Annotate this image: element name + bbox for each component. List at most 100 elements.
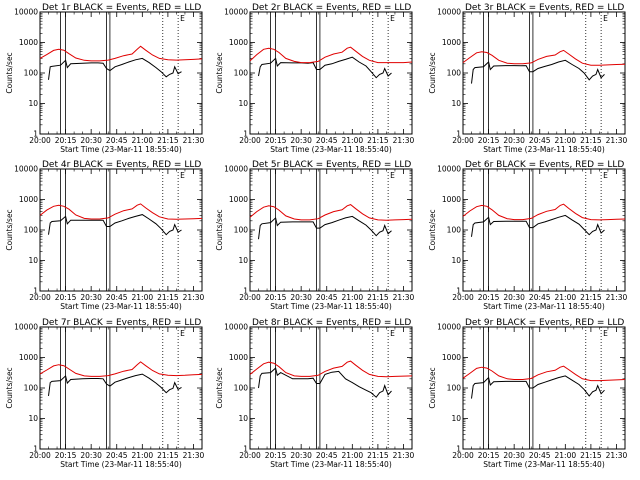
x-tick-label: 20:15 [265, 293, 287, 302]
panel-title: Det 5r BLACK = Events, RED = LLD [252, 160, 411, 170]
y-tick-label: 10000 [14, 323, 38, 332]
x-tick-label: 20:00 [239, 136, 261, 145]
y-tick-label: 10000 [14, 8, 38, 17]
plot-frame [249, 11, 413, 135]
x-tick-label: 20:15 [55, 293, 77, 302]
y-tick-label: 100 [447, 384, 462, 393]
x-axis-label: Start Time (23-Mar-11 18:55:40) [483, 460, 605, 469]
x-tick-label: 20:15 [478, 136, 500, 145]
x-tick-label: 20:15 [265, 136, 287, 145]
x-tick-label: 21:00 [555, 451, 577, 460]
x-tick-label: 20:15 [265, 451, 287, 460]
y-tick-label: 10 [238, 99, 248, 108]
y-tick-label: 10 [238, 414, 248, 423]
x-tick-label: 20:45 [106, 136, 128, 145]
series-lld-line [249, 204, 413, 221]
x-tick-label: 21:15 [367, 451, 389, 460]
x-axis-label: Start Time (23-Mar-11 18:55:40) [270, 302, 392, 311]
x-tick-label: 20:45 [106, 293, 128, 302]
series-events-line [258, 215, 392, 240]
y-tick-label: 1 [243, 445, 248, 454]
x-tick-label: 20:00 [239, 293, 261, 302]
x-axis-label: Start Time (23-Mar-11 18:55:40) [483, 302, 605, 311]
panel-title: Det 3r BLACK = Events, RED = LLD [465, 3, 624, 13]
y-axis-label: Counts/sec [5, 52, 14, 93]
x-tick-label: 21:30 [183, 293, 205, 302]
panel-title: Det 2r BLACK = Events, RED = LLD [252, 3, 411, 13]
x-tick-label: 20:30 [290, 293, 312, 302]
x-tick-label: 21:15 [157, 293, 179, 302]
y-axis-label: Counts/sec [215, 52, 224, 93]
x-tick-label: 21:30 [606, 293, 628, 302]
y-tick-label: 1 [243, 287, 248, 296]
y-tick-label: 100 [447, 69, 462, 78]
y-tick-label: 100 [234, 384, 249, 393]
y-tick-label: 1000 [442, 38, 461, 47]
x-axis-label: Start Time (23-Mar-11 18:55:40) [60, 460, 182, 469]
x-tick-label: 21:30 [393, 293, 415, 302]
x-tick-label: 21:00 [555, 293, 577, 302]
panel-det-2: Det 2r BLACK = Events, RED = LLD 1 10 100 10… [215, 3, 415, 154]
y-tick-label: 100 [234, 226, 249, 235]
panel-title: Det 4r BLACK = Events, RED = LLD [42, 160, 201, 170]
y-tick-label: 1000 [19, 38, 38, 47]
series-events-line [48, 373, 182, 396]
x-tick-label: 20:45 [529, 293, 551, 302]
x-tick-label: 20:30 [503, 136, 525, 145]
x-tick-label: 20:15 [55, 451, 77, 460]
y-axis-label: Counts/sec [215, 367, 224, 408]
plot-frame [39, 168, 203, 292]
x-tick-label: 21:00 [342, 451, 364, 460]
x-tick-label: 20:00 [29, 293, 51, 302]
x-tick-label: 20:00 [452, 293, 474, 302]
x-tick-label: 20:30 [290, 451, 312, 460]
x-tick-label: 20:30 [80, 293, 102, 302]
x-tick-label: 20:15 [55, 136, 77, 145]
y-tick-label: 1000 [442, 195, 461, 204]
x-axis-label: Start Time (23-Mar-11 18:55:40) [270, 460, 392, 469]
x-tick-label: 21:30 [183, 136, 205, 145]
panel-det-4: Det 4r BLACK = Events, RED = LLD 1 10 100 10… [5, 160, 205, 311]
x-tick-label: 20:30 [503, 293, 525, 302]
x-tick-label: 20:45 [316, 293, 338, 302]
x-tick-label: 21:00 [342, 293, 364, 302]
y-axis-label: Counts/sec [428, 209, 437, 250]
series-events-line [471, 59, 605, 84]
panel-det-8: Det 8r BLACK = Events, RED = LLD 1 10 100 10… [215, 318, 415, 469]
x-tick-label: 20:45 [316, 451, 338, 460]
series-lld-line [462, 365, 626, 382]
series-lld-line [462, 49, 626, 66]
y-tick-label: 1000 [19, 353, 38, 362]
panel-det-7: Det 7r BLACK = Events, RED = LLD 1 10 100 10… [5, 318, 205, 469]
series-events-line [258, 367, 392, 398]
x-tick-label: 21:00 [132, 293, 154, 302]
marker-label: E [603, 171, 608, 180]
x-tick-label: 21:15 [157, 136, 179, 145]
x-tick-label: 21:30 [393, 451, 415, 460]
y-tick-label: 1 [243, 130, 248, 139]
x-tick-label: 20:00 [452, 136, 474, 145]
y-tick-label: 100 [24, 384, 39, 393]
series-events-line [471, 375, 605, 399]
series-lld-line [39, 203, 203, 220]
series-lld-line [249, 360, 413, 378]
y-tick-label: 1000 [229, 195, 248, 204]
x-tick-label: 20:15 [478, 451, 500, 460]
x-tick-label: 20:00 [29, 136, 51, 145]
y-tick-label: 10 [451, 256, 461, 265]
x-axis-label: Start Time (23-Mar-11 18:55:40) [483, 145, 605, 154]
x-tick-label: 20:15 [478, 293, 500, 302]
y-tick-label: 10 [238, 256, 248, 265]
x-tick-label: 20:45 [529, 136, 551, 145]
y-tick-label: 10000 [437, 323, 461, 332]
x-axis-label: Start Time (23-Mar-11 18:55:40) [270, 145, 392, 154]
panel-title: Det 7r BLACK = Events, RED = LLD [42, 318, 201, 328]
x-axis-label: Start Time (23-Mar-11 18:55:40) [60, 302, 182, 311]
series-lld-line [39, 45, 203, 62]
x-tick-label: 21:15 [580, 451, 602, 460]
x-tick-label: 20:45 [529, 451, 551, 460]
y-tick-label: 10000 [224, 8, 248, 17]
x-tick-label: 21:30 [393, 136, 415, 145]
marker-label: E [390, 14, 395, 23]
